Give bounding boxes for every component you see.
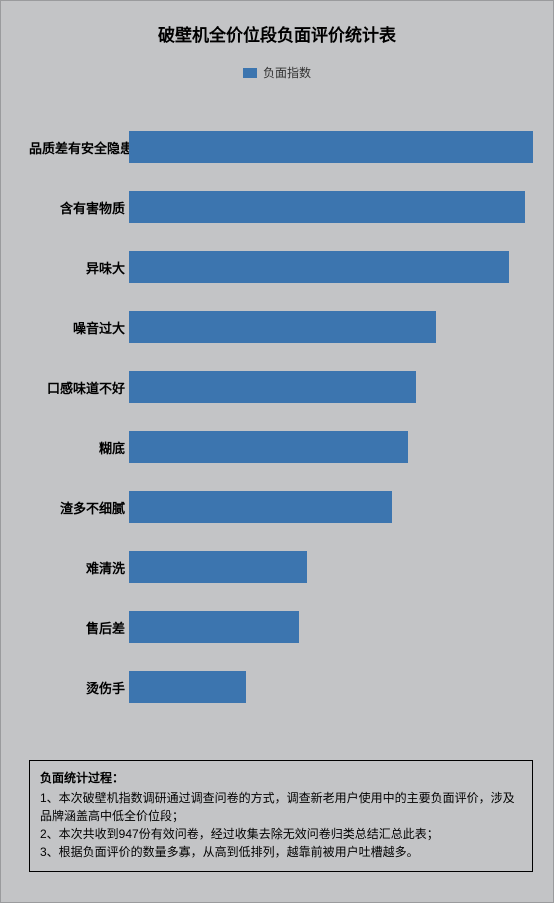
bar-chart: 品质差有安全隐患含有害物质异味大噪音过大口感味道不好糊底渣多不细腻难清洗售后差烫… bbox=[1, 117, 553, 717]
bar-row: 难清洗 bbox=[29, 537, 533, 597]
bar-label: 品质差有安全隐患 bbox=[29, 138, 129, 157]
bar bbox=[129, 431, 408, 463]
bar-label: 噪音过大 bbox=[29, 318, 129, 337]
bar-row: 售后差 bbox=[29, 597, 533, 657]
bar-row: 异味大 bbox=[29, 237, 533, 297]
bar-label: 异味大 bbox=[29, 258, 129, 277]
bar-row: 渣多不细腻 bbox=[29, 477, 533, 537]
bar-row: 品质差有安全隐患 bbox=[29, 117, 533, 177]
bar-label: 售后差 bbox=[29, 618, 129, 637]
bar-label: 口感味道不好 bbox=[29, 378, 129, 397]
bar bbox=[129, 191, 525, 223]
bar bbox=[129, 371, 416, 403]
bar-track bbox=[129, 131, 533, 163]
bar bbox=[129, 611, 299, 643]
bar-label: 烫伤手 bbox=[29, 678, 129, 697]
bar-track bbox=[129, 671, 533, 703]
bar-track bbox=[129, 491, 533, 523]
bar-track bbox=[129, 191, 533, 223]
bar-track bbox=[129, 431, 533, 463]
legend-swatch bbox=[243, 68, 257, 78]
bar-track bbox=[129, 251, 533, 283]
note-line: 2、本次共收到947份有效问卷，经过收集去除无效问卷归类总结汇总此表； bbox=[40, 825, 522, 843]
bar-row: 噪音过大 bbox=[29, 297, 533, 357]
notes-title: 负面统计过程： bbox=[40, 769, 522, 787]
bar-row: 烫伤手 bbox=[29, 657, 533, 717]
legend-label: 负面指数 bbox=[263, 64, 311, 81]
legend: 负面指数 bbox=[1, 64, 553, 81]
bar-row: 含有害物质 bbox=[29, 177, 533, 237]
bar-label: 糊底 bbox=[29, 438, 129, 457]
chart-title: 破壁机全价位段负面评价统计表 bbox=[1, 1, 553, 46]
bar bbox=[129, 131, 533, 163]
bar-track bbox=[129, 551, 533, 583]
chart-panel: 破壁机全价位段负面评价统计表 负面指数 品质差有安全隐患含有害物质异味大噪音过大… bbox=[0, 0, 554, 903]
bar bbox=[129, 251, 509, 283]
bar-label: 含有害物质 bbox=[29, 198, 129, 217]
notes-lines: 1、本次破壁机指数调研通过调查问卷的方式，调查新老用户使用中的主要负面评价，涉及… bbox=[40, 789, 522, 861]
notes-box: 负面统计过程： 1、本次破壁机指数调研通过调查问卷的方式，调查新老用户使用中的主… bbox=[29, 760, 533, 872]
note-line: 1、本次破壁机指数调研通过调查问卷的方式，调查新老用户使用中的主要负面评价，涉及… bbox=[40, 789, 522, 825]
bar bbox=[129, 491, 392, 523]
bar bbox=[129, 311, 436, 343]
note-line: 3、根据负面评价的数量多寡，从高到低排列，越靠前被用户吐槽越多。 bbox=[40, 843, 522, 861]
bar-label: 难清洗 bbox=[29, 558, 129, 577]
bar-track bbox=[129, 611, 533, 643]
bar-row: 口感味道不好 bbox=[29, 357, 533, 417]
bar bbox=[129, 551, 307, 583]
bar-track bbox=[129, 311, 533, 343]
bar bbox=[129, 671, 246, 703]
bar-label: 渣多不细腻 bbox=[29, 498, 129, 517]
bar-track bbox=[129, 371, 533, 403]
bar-row: 糊底 bbox=[29, 417, 533, 477]
